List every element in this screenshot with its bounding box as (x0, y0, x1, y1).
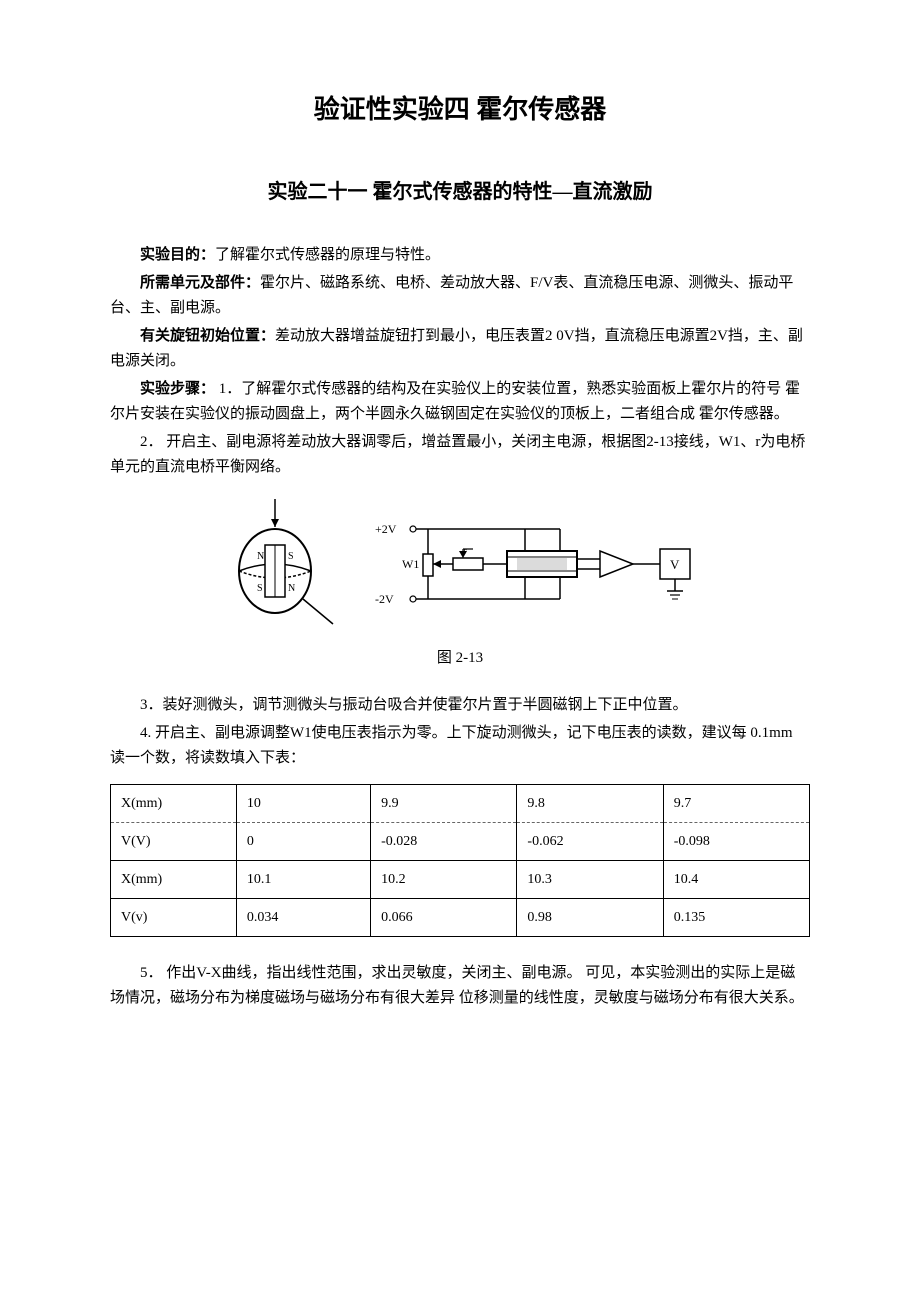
table-cell: 9.8 (517, 784, 663, 822)
table-cell: X(mm) (111, 860, 237, 898)
minus2v-label: -2V (375, 592, 394, 606)
units-paragraph: 所需单元及部件：霍尔片、磁路系统、电桥、差动放大器、F/V表、直流稳压电源、测微… (110, 271, 810, 322)
table-cell: 10.3 (517, 860, 663, 898)
purpose-label: 实验目的： (140, 247, 215, 263)
magnet-s-label: S (288, 551, 294, 562)
knob-paragraph: 有关旋钮初始位置：差动放大器增益旋钮打到最小，电压表置2 0V挡，直流稳压电源置… (110, 324, 810, 375)
step5-paragraph: 5． 作出V-X曲线，指出线性范围，求出灵敏度，关闭主、副电源。 可见，本实验测… (110, 961, 810, 1012)
purpose-text: 了解霍尔式传感器的原理与特性。 (215, 247, 440, 263)
measurement-table: X(mm) 10 9.9 9.8 9.7 V(V) 0 -0.028 -0.06… (110, 784, 810, 937)
table-cell: 0.066 (371, 898, 517, 936)
table-cell: 10.1 (236, 860, 370, 898)
figure-caption: 图 2-13 (110, 647, 810, 670)
steps-label: 实验步骤： (140, 381, 215, 397)
w1-label: W1 (402, 557, 419, 571)
hall-sensor-diagram: N S S N (215, 499, 335, 629)
table-cell: 10.4 (663, 860, 809, 898)
knob-label: 有关旋钮初始位置： (140, 328, 275, 344)
figure-2-13: N S S N +2V -2V W1 r (110, 499, 810, 629)
table-cell: 10 (236, 784, 370, 822)
table-cell: -0.028 (371, 822, 517, 860)
voltmeter-label: V (670, 557, 680, 572)
sub-title: 实验二十一 霍尔式传感器的特性—直流激励 (110, 177, 810, 207)
table-cell: 9.9 (371, 784, 517, 822)
magnet-n-label: N (257, 551, 264, 562)
table-row: X(mm) 10.1 10.2 10.3 10.4 (111, 860, 810, 898)
units-label: 所需单元及部件： (140, 275, 260, 291)
step4-paragraph: 4. 开启主、副电源调整W1使电压表指示为零。上下旋动测微头，记下电压表的读数，… (110, 721, 810, 772)
magnet-s-label-2: S (257, 583, 263, 594)
table-row: V(V) 0 -0.028 -0.062 -0.098 (111, 822, 810, 860)
table-cell: 0.135 (663, 898, 809, 936)
magnet-n-label-2: N (288, 583, 295, 594)
table-cell: V(V) (111, 822, 237, 860)
table-cell: 0 (236, 822, 370, 860)
main-title: 验证性实验四 霍尔传感器 (110, 90, 810, 129)
table-cell: -0.098 (663, 822, 809, 860)
table-cell: -0.062 (517, 822, 663, 860)
table-cell: 0.034 (236, 898, 370, 936)
step2-paragraph: 2． 开启主、副电源将差动放大器调零后，增益置最小，关闭主电源，根据图2-13接… (110, 430, 810, 481)
table-cell: 0.98 (517, 898, 663, 936)
table-cell: X(mm) (111, 784, 237, 822)
table-cell: 9.7 (663, 784, 809, 822)
step3-paragraph: 3．装好测微头，调节测微头与振动台吸合并使霍尔片置于半圆磁钢上下正中位置。 (110, 693, 810, 719)
circuit-diagram: +2V -2V W1 r V (375, 509, 705, 619)
steps-paragraph: 实验步骤： 1．了解霍尔式传感器的结构及在实验仪上的安装位置，熟悉实验面板上霍尔… (110, 377, 810, 428)
purpose-paragraph: 实验目的：了解霍尔式传感器的原理与特性。 (110, 243, 810, 269)
table-cell: V(v) (111, 898, 237, 936)
plus2v-label: +2V (375, 522, 397, 536)
table-cell: 10.2 (371, 860, 517, 898)
table-row: V(v) 0.034 0.066 0.98 0.135 (111, 898, 810, 936)
table-row: X(mm) 10 9.9 9.8 9.7 (111, 784, 810, 822)
